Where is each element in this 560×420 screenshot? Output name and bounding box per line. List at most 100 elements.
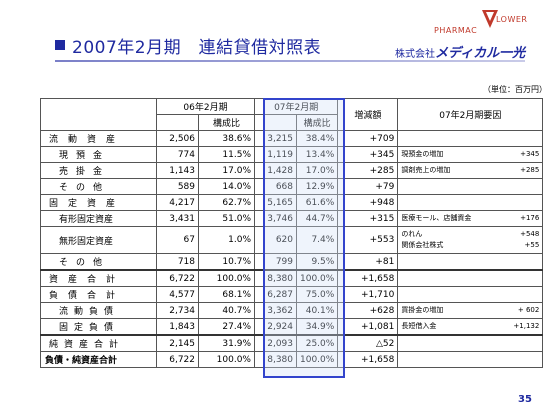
- reason-value: +55: [524, 241, 540, 249]
- header-fy06: 06年2月期: [156, 98, 255, 115]
- logo-flower-text: LOWER: [496, 15, 528, 24]
- row-label: 流動負債: [40, 302, 157, 319]
- row-label: 固定負債: [40, 318, 157, 336]
- fy07-value: 799: [254, 253, 297, 271]
- table-row: 無形固定資産 67 1.0% 620 7.4% +553 のれん +548 関係会…: [40, 226, 544, 254]
- fy06-ratio: 100.0%: [198, 269, 255, 287]
- fy06-value: 589: [156, 178, 199, 195]
- logo-pharmac-text: PHARMAC: [434, 26, 478, 35]
- fy07-ratio: 61.6%: [295, 194, 339, 211]
- fy07-ratio: 75.0%: [295, 286, 339, 303]
- reason-value: +345: [520, 150, 540, 158]
- fy07-value: 6,287: [254, 286, 297, 303]
- reason-value: +548: [520, 230, 540, 238]
- row-label: 負債・純資産合計: [40, 351, 157, 368]
- row-label: 流動資産: [40, 130, 157, 147]
- row-label: その他: [40, 178, 157, 195]
- fy06-ratio: 51.0%: [198, 210, 255, 227]
- change-value: +345: [337, 146, 399, 163]
- header-change: 増減額: [337, 98, 399, 131]
- row-label: 資産合計: [40, 269, 157, 287]
- fy07-ratio: 44.7%: [295, 210, 339, 227]
- table-row: 固定資産 4,217 62.7% 5,165 61.6% +948: [40, 194, 544, 211]
- fy06-ratio: 100.0%: [198, 351, 255, 368]
- title-bullet: [55, 40, 65, 50]
- fy06-value: 774: [156, 146, 199, 163]
- fy07-value: 8,380: [254, 269, 297, 287]
- fy06-ratio: 11.5%: [198, 146, 255, 163]
- reason-cell: [397, 253, 544, 271]
- change-value: +79: [337, 178, 399, 195]
- fy07-ratio: 17.0%: [295, 162, 339, 179]
- header-fy07-ratio: 構成比: [295, 114, 339, 131]
- fy06-ratio: 38.6%: [198, 130, 255, 147]
- reason-cell: [397, 178, 544, 195]
- fy07-value: 3,362: [254, 302, 297, 319]
- fy06-ratio: 1.0%: [198, 226, 255, 254]
- table-row: 負債合計 4,577 68.1% 6,287 75.0% +1,710: [40, 286, 544, 303]
- row-label: 無形固定資産: [40, 226, 157, 254]
- reason-cell: [397, 194, 544, 211]
- fy06-ratio: 68.1%: [198, 286, 255, 303]
- reason-text: 関係会社株式: [401, 241, 444, 249]
- fy07-value: 2,093: [254, 334, 297, 352]
- header-blank: [40, 98, 157, 131]
- row-label: その他: [40, 253, 157, 271]
- reason-text: 調剤売上の増加: [401, 166, 451, 174]
- row-label: 純資産合計: [40, 334, 157, 352]
- fy07-ratio: 100.0%: [295, 351, 339, 368]
- row-label: 有形固定資産: [40, 210, 157, 227]
- fy06-value: 2,145: [156, 334, 199, 352]
- reason-text: 医療モール、店舗資金: [401, 214, 472, 222]
- fy06-ratio: 62.7%: [198, 194, 255, 211]
- row-label: 売掛金: [40, 162, 157, 179]
- fy06-ratio: 31.9%: [198, 334, 255, 352]
- row-label: 固定資産: [40, 194, 157, 211]
- flower-logo-icon: [482, 10, 498, 28]
- reason-cell: 買掛金の増加 + 602: [397, 302, 544, 319]
- reason-text: 現預金の増加: [401, 150, 444, 158]
- fy07-ratio: 12.9%: [295, 178, 339, 195]
- table-row: 負債・純資産合計 6,722 100.0% 8,380 100.0% +1,65…: [40, 351, 544, 368]
- table-row: 固定負債 1,843 27.4% 2,924 34.9% +1,081 長短借入…: [40, 318, 544, 336]
- fy07-value: 3,215: [254, 130, 297, 147]
- change-value: △52: [337, 334, 399, 352]
- fy07-value: 668: [254, 178, 297, 195]
- fy06-ratio: 27.4%: [198, 318, 255, 336]
- table-row: 資産合計 6,722 100.0% 8,380 100.0% +1,658: [40, 269, 544, 287]
- company-prefix: 株式会社: [395, 49, 435, 60]
- header-fy06-blank: [156, 114, 199, 131]
- reason-cell: [397, 269, 544, 287]
- fy06-value: 718: [156, 253, 199, 271]
- title-underline: [55, 60, 525, 62]
- change-value: +709: [337, 130, 399, 147]
- reason-cell: [397, 286, 544, 303]
- fy07-value: 3,746: [254, 210, 297, 227]
- change-value: +628: [337, 302, 399, 319]
- reason-text: のれん: [401, 230, 423, 238]
- fy07-ratio: 13.4%: [295, 146, 339, 163]
- fy06-ratio: 17.0%: [198, 162, 255, 179]
- fy07-value: 1,119: [254, 146, 297, 163]
- header-reason: 07年2月期要因: [397, 98, 544, 131]
- fy07-ratio: 100.0%: [295, 269, 339, 287]
- balance-sheet-table: 06年2月期 07年2月期 増減額 07年2月期要因 構成比 構成比 流動資産 …: [40, 98, 544, 368]
- reason-cell: [397, 334, 544, 352]
- table-row: その他 718 10.7% 799 9.5% +81: [40, 253, 544, 271]
- fy06-value: 67: [156, 226, 199, 254]
- fy07-ratio: 9.5%: [295, 253, 339, 271]
- reason-cell: のれん +548 関係会社株式 +55: [397, 226, 544, 254]
- table-row: その他 589 14.0% 668 12.9% +79: [40, 178, 544, 195]
- change-value: +1,658: [337, 351, 399, 368]
- table-row: 流動資産 2,506 38.6% 3,215 38.4% +709: [40, 130, 544, 147]
- fy06-value: 6,722: [156, 269, 199, 287]
- page-title: 2007年2月期 連結貸借対照表: [72, 38, 322, 58]
- fy06-ratio: 40.7%: [198, 302, 255, 319]
- change-value: +553: [337, 226, 399, 254]
- table-row: 現預金 774 11.5% 1,119 13.4% +345 現預金の増加 +34…: [40, 146, 544, 163]
- company-brand: メディカル一光: [435, 46, 526, 61]
- company-name: 株式会社メディカル一光: [395, 42, 525, 61]
- row-label: 負債合計: [40, 286, 157, 303]
- fy07-ratio: 38.4%: [295, 130, 339, 147]
- change-value: +1,658: [337, 269, 399, 287]
